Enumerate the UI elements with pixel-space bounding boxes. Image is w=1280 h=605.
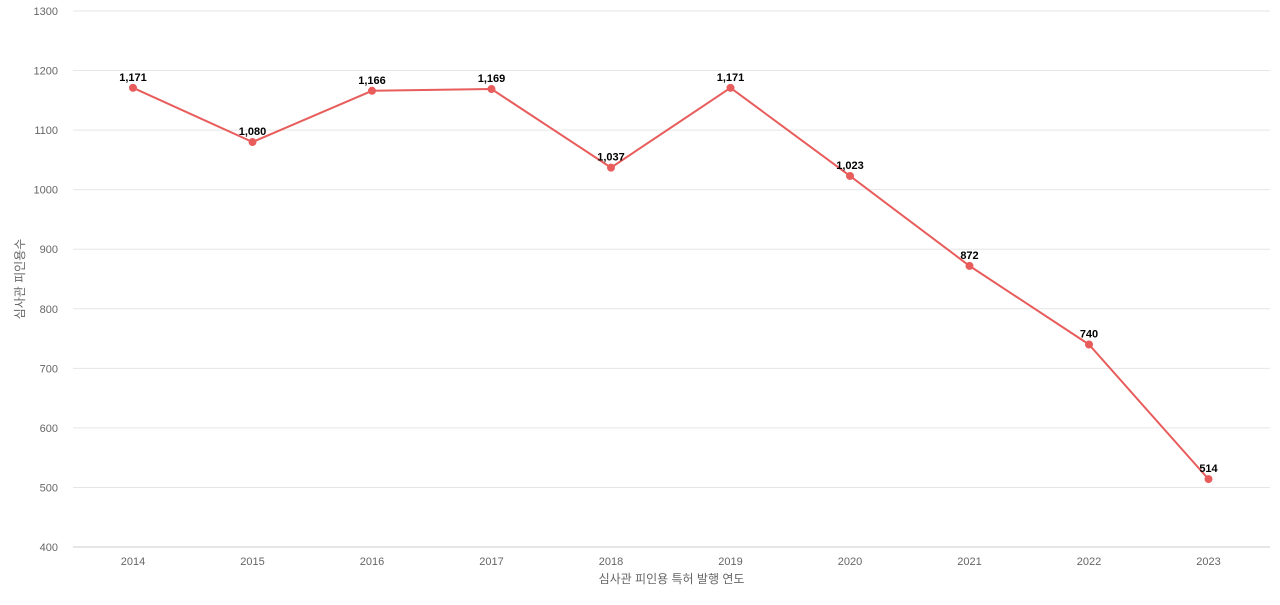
data-point — [1204, 475, 1213, 484]
x-tick-label: 2018 — [599, 556, 623, 568]
series-line — [132, 86, 1210, 480]
data-point — [965, 261, 974, 270]
x-tick-label: 2014 — [121, 556, 145, 568]
gridlines — [73, 10, 1270, 488]
y-tick-label: 1000 — [34, 185, 58, 197]
data-point — [368, 86, 376, 95]
data-point — [248, 138, 257, 147]
x-tick-label: 2022 — [1077, 556, 1101, 568]
data-label: 1,169 — [478, 73, 506, 85]
data-label: 1,080 — [239, 126, 267, 138]
data-point — [1085, 340, 1093, 349]
x-tick-label: 2017 — [479, 556, 503, 568]
data-label: 1,166 — [358, 75, 386, 87]
y-tick-label: 400 — [40, 542, 58, 554]
data-label: 1,037 — [597, 152, 625, 164]
y-tick-label: 900 — [40, 244, 58, 256]
data-point — [487, 85, 496, 94]
y-axis-title: 심사관 피인용수 — [13, 239, 27, 320]
y-tick-label: 600 — [40, 423, 58, 435]
x-axis-title: 심사관 피인용 특허 발행 연도 — [599, 571, 745, 586]
x-tick-label: 2019 — [718, 556, 742, 568]
data-point — [607, 163, 615, 172]
data-point — [726, 83, 735, 92]
data-point — [129, 83, 137, 92]
x-tick-label: 2023 — [1196, 556, 1220, 568]
x-tick-label: 2020 — [838, 556, 862, 568]
y-tick-label: 500 — [40, 482, 58, 494]
x-axis-tick-labels: 2014 2015 2016 2017 2018 2019 2020 2021 2022 2023 — [121, 556, 1221, 568]
y-tick-label: 1100 — [34, 125, 58, 137]
y-axis-tick-labels: 400 500 600 700 800 900 1000 1100 1200 1300 — [34, 6, 58, 554]
y-tick-label: 1300 — [34, 6, 58, 18]
data-label: 1,171 — [717, 72, 745, 84]
data-label: 1,171 — [119, 72, 147, 84]
data-label: 740 — [1080, 329, 1098, 341]
data-label: 1,023 — [836, 160, 864, 172]
x-tick-label: 2015 — [240, 556, 264, 568]
x-tick-label: 2016 — [360, 556, 384, 568]
y-tick-label: 700 — [40, 363, 58, 375]
y-tick-label: 1200 — [34, 66, 58, 78]
x-tick-label: 2021 — [957, 556, 981, 568]
series-group: 1,171 1,080 1,166 1,169 1,037 1,171 1,023 872 74… — [119, 72, 1219, 484]
data-point — [846, 171, 854, 180]
data-label: 514 — [1199, 463, 1218, 475]
data-label: 872 — [960, 250, 978, 262]
y-tick-label: 800 — [40, 304, 58, 316]
